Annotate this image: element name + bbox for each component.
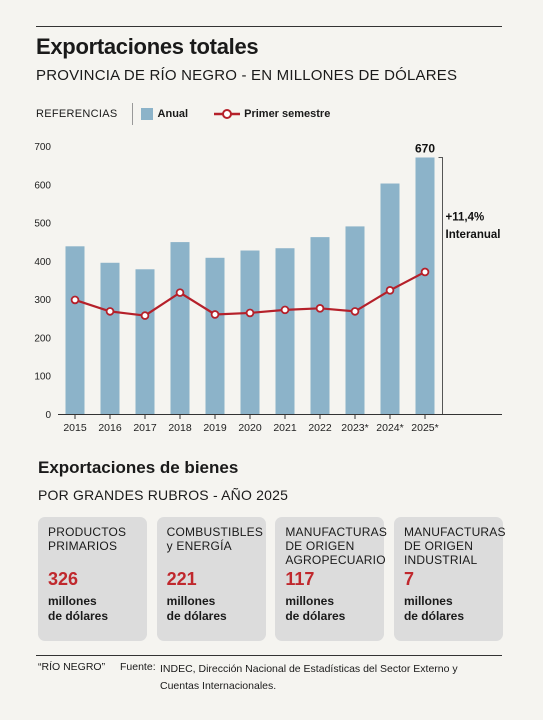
bar	[380, 183, 400, 414]
card-name-line: COMBUSTIBLES	[166, 525, 264, 539]
bar	[205, 257, 225, 414]
x-tick-label: 2016	[98, 422, 122, 434]
semester-point	[210, 310, 220, 319]
bottom-rule	[36, 655, 502, 656]
semester-point	[70, 295, 80, 305]
card-name: COMBUSTIBLES y ENERGÍA	[166, 525, 264, 567]
semester-point	[385, 286, 395, 295]
source-line: INDEC, Dirección Nacional de Estadística…	[160, 663, 458, 675]
card-unit: millones de dólares	[48, 594, 137, 624]
semester-point	[175, 288, 185, 297]
legend: REFERENCIAS Anual Primer semestre	[36, 103, 330, 125]
y-tick-label: 200	[34, 333, 51, 344]
data-label: 670	[415, 141, 435, 155]
card-name-line: AGROPECUARIO	[285, 553, 386, 567]
semester-point	[280, 305, 290, 315]
card-name-line: DE ORIGEN	[403, 539, 474, 553]
bar	[415, 157, 435, 414]
card-name: MANUFACTURAS DE ORIGEN INDUSTRIAL	[403, 525, 506, 567]
source-text: INDEC, Dirección Nacional de Estadística…	[160, 661, 505, 695]
source-label: Fuente:	[120, 661, 156, 673]
card-unit-line: de dólares	[166, 609, 227, 623]
y-tick-label: 300	[34, 295, 51, 306]
bar	[310, 237, 330, 414]
bar	[135, 269, 155, 414]
card-unit-line: de dólares	[285, 609, 346, 623]
card-unit-line: millones	[166, 594, 216, 608]
card-unit-line: de dólares	[48, 609, 109, 623]
card-unit: millones de dólares	[285, 594, 374, 624]
x-tick-label: 2023*	[341, 422, 368, 434]
bar	[100, 262, 120, 414]
y-tick-label: 400	[34, 257, 51, 268]
card-name-line: y ENERGÍA	[166, 539, 232, 553]
annotation-bracket	[438, 156, 443, 414]
top-rule	[36, 26, 502, 27]
card-unit: millones de dólares	[404, 594, 493, 624]
semester-point	[140, 311, 150, 320]
card-name-line: INDUSTRIAL	[403, 553, 478, 567]
credit: “RÍO NEGRO”	[38, 661, 106, 673]
x-tick-label: 2025*	[411, 422, 438, 434]
x-tick-label: 2021	[273, 422, 297, 434]
legend-bar-swatch	[140, 108, 153, 120]
card-unit-line: millones	[403, 594, 453, 608]
card-name-line: MANUFACTURAS	[403, 525, 506, 539]
chart-title: Exportaciones totales	[36, 34, 259, 59]
card-name-line: MANUFACTURAS	[285, 525, 388, 539]
card-manufacturas-industrial: MANUFACTURAS DE ORIGEN INDUSTRIAL 7 mill…	[393, 517, 506, 641]
category-cards: PRODUCTOS PRIMARIOS 326 millones de dóla…	[38, 517, 506, 641]
card-unit-line: de dólares	[403, 609, 464, 623]
card-name: MANUFACTURAS DE ORIGEN AGROPECUARIO	[285, 525, 388, 567]
y-tick-label: 700	[34, 142, 51, 153]
card-productos-primarios: PRODUCTOS PRIMARIOS 326 millones de dóla…	[38, 517, 147, 641]
legend-line-swatch	[214, 109, 241, 119]
y-tick-label: 0	[45, 410, 51, 421]
x-tick-label: 2019	[203, 422, 227, 434]
y-tick-label: 600	[34, 180, 51, 191]
x-tick-label: 2024*	[376, 422, 403, 434]
y-tick-label: 500	[34, 219, 51, 230]
card-value: 117	[285, 569, 315, 589]
bar	[345, 226, 365, 414]
bar	[170, 242, 190, 414]
section2-subtitle: POR GRANDES RUBROS - AÑO 2025	[38, 487, 289, 503]
semester-point	[315, 304, 325, 313]
card-manufacturas-agropecuario: MANUFACTURAS DE ORIGEN AGROPECUARIO 117 …	[275, 517, 388, 641]
bar	[65, 246, 85, 414]
annotation-value: +11,4%	[446, 212, 485, 224]
legend-references-label: REFERENCIAS	[36, 108, 118, 120]
card-combustibles-energia: COMBUSTIBLES y ENERGÍA 221 millones de d…	[156, 517, 266, 641]
card-value: 221	[166, 569, 197, 589]
y-tick-label: 100	[34, 372, 51, 383]
card-name: PRODUCTOS PRIMARIOS	[48, 525, 137, 567]
legend-line-label: Primer semestre	[244, 108, 331, 120]
card-value: 7	[403, 569, 414, 589]
card-name-line: PRODUCTOS	[48, 525, 127, 539]
card-name-line: DE ORIGEN	[285, 539, 355, 553]
legend-separator	[131, 103, 133, 125]
card-unit-line: millones	[48, 594, 97, 608]
bar	[240, 250, 260, 414]
export-chart: 0 100 200 300 400 500 600 700 2015 2016 2017 2018 20…	[34, 141, 502, 434]
semester-point	[245, 308, 255, 318]
annotation-label: Interanual	[446, 229, 501, 241]
source-line: Cuentas Internacionales.	[160, 680, 277, 692]
x-tick-label: 2022	[308, 422, 332, 434]
section2-title: Exportaciones de bienes	[38, 458, 239, 477]
card-unit-line: millones	[285, 594, 334, 608]
x-tick-label: 2017	[133, 422, 157, 434]
semester-point	[350, 307, 360, 316]
x-tick-label: 2020	[238, 422, 262, 434]
card-value: 326	[48, 569, 79, 589]
x-tick-label: 2018	[168, 422, 192, 434]
card-unit: millones de dólares	[167, 594, 256, 624]
x-tick-label: 2015	[63, 422, 87, 434]
legend-bar-label: Anual	[157, 108, 189, 120]
semester-point	[420, 267, 430, 277]
semester-point	[105, 307, 115, 316]
bar	[275, 248, 295, 414]
chart-subtitle: PROVINCIA DE RÍO NEGRO - EN MILLONES DE …	[36, 67, 458, 84]
card-name-line: PRIMARIOS	[48, 539, 118, 553]
